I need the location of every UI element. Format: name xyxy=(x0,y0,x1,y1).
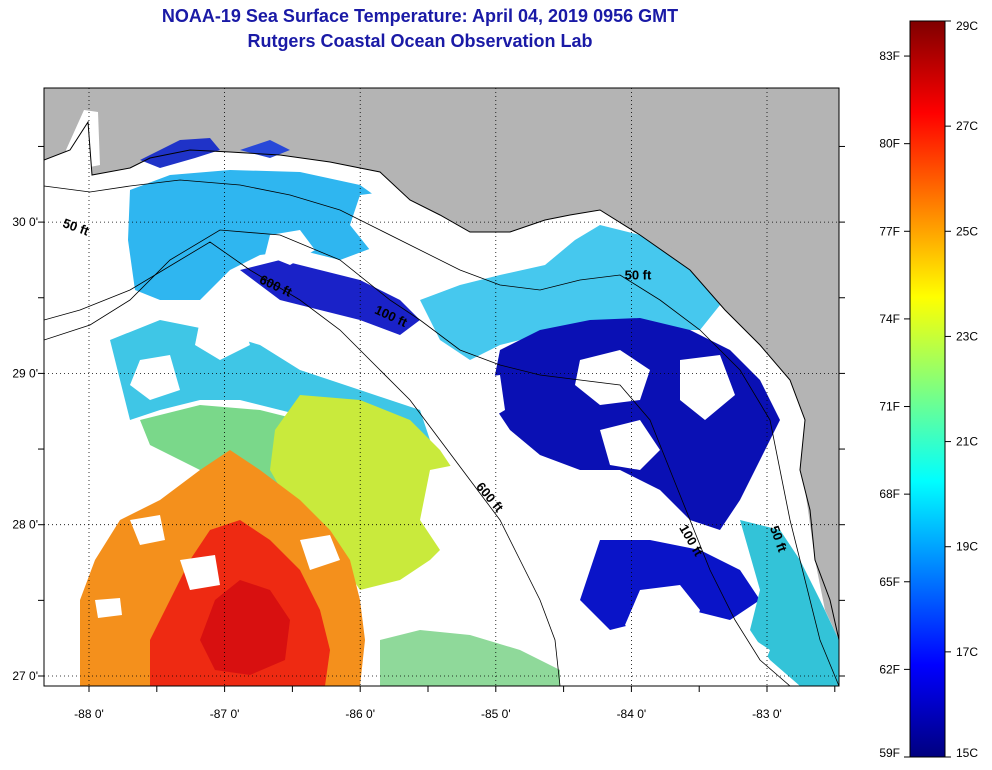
sst-coastal-cyan-south xyxy=(740,520,839,686)
mobile-bay xyxy=(66,110,100,170)
sst-westcoast-darkblue xyxy=(580,540,760,630)
colorbar-label-fahrenheit: 65F xyxy=(879,575,900,589)
colorbar-label-celsius: 19C xyxy=(956,540,978,554)
colorbar-label-celsius: 29C xyxy=(956,19,978,33)
colorbar-label-celsius: 27C xyxy=(956,119,978,133)
cloud-patches xyxy=(95,190,770,680)
colorbar-label-celsius: 15C xyxy=(956,746,978,760)
colorbar-label-fahrenheit: 62F xyxy=(879,662,900,676)
colorbar-labels: 29C 27C 25C 23C 21C 19C 17C 15C 83F 80F 77F 74F 71F 6… xyxy=(879,19,978,760)
lat-tick-label: 27 0' xyxy=(12,669,38,683)
colorbar-label-fahrenheit: 71F xyxy=(879,400,900,414)
tick-labels: -88 0' -87 0' -86 0' -85 0' -84 0' -83 0' 30 0… xyxy=(12,215,781,721)
florida-peninsula-land xyxy=(802,380,839,640)
lon-tick-label: -86 0' xyxy=(345,707,375,721)
contour-600ft xyxy=(44,241,561,686)
contour-label: 50 ft xyxy=(625,268,652,283)
colorbar-label-fahrenheit: 74F xyxy=(879,312,900,326)
colorbar-label-fahrenheit: 59F xyxy=(879,746,900,760)
choctawhatchee-bay xyxy=(140,138,220,168)
sst-south-lightgreen xyxy=(380,630,560,686)
florida-panhandle-land xyxy=(44,88,839,420)
map-frame xyxy=(43,87,840,687)
sst-deep-blue-band xyxy=(240,260,420,335)
lon-tick-label: -83 0' xyxy=(752,707,782,721)
coastline xyxy=(44,120,839,641)
colorbar-label-fahrenheit: 80F xyxy=(879,137,900,151)
sst-loop-darkred xyxy=(200,580,290,675)
lat-tick-label: 28 0' xyxy=(12,518,38,532)
colorbar-label-fahrenheit: 68F xyxy=(879,487,900,501)
graticule xyxy=(38,88,845,692)
colorbar-label-celsius: 23C xyxy=(956,329,978,343)
sst-yellowgreen xyxy=(270,395,470,590)
colorbar-scale xyxy=(909,20,946,758)
st-andrews-bay xyxy=(240,140,290,158)
lon-tick-label: -88 0' xyxy=(74,707,104,721)
map-subtitle: Rutgers Coastal Ocean Observation Lab xyxy=(247,31,593,51)
lon-tick-label: -84 0' xyxy=(617,707,647,721)
lon-tick-label: -85 0' xyxy=(481,707,511,721)
contour-50ft-north xyxy=(44,179,839,686)
lon-tick-label: -87 0' xyxy=(210,707,240,721)
colorbar-label-celsius: 17C xyxy=(956,645,978,659)
lat-tick-label: 30 0' xyxy=(12,215,38,229)
colorbar-label-fahrenheit: 83F xyxy=(879,49,900,63)
contour-100ft xyxy=(44,229,791,686)
colorbar-label-celsius: 25C xyxy=(956,224,978,238)
colorbar-label-celsius: 21C xyxy=(956,435,978,449)
map-title: NOAA-19 Sea Surface Temperature: April 0… xyxy=(161,6,679,26)
colorbar-label-fahrenheit: 77F xyxy=(879,224,900,238)
lat-tick-label: 29 0' xyxy=(12,366,38,380)
sst-nearshore-cyan xyxy=(128,170,395,300)
